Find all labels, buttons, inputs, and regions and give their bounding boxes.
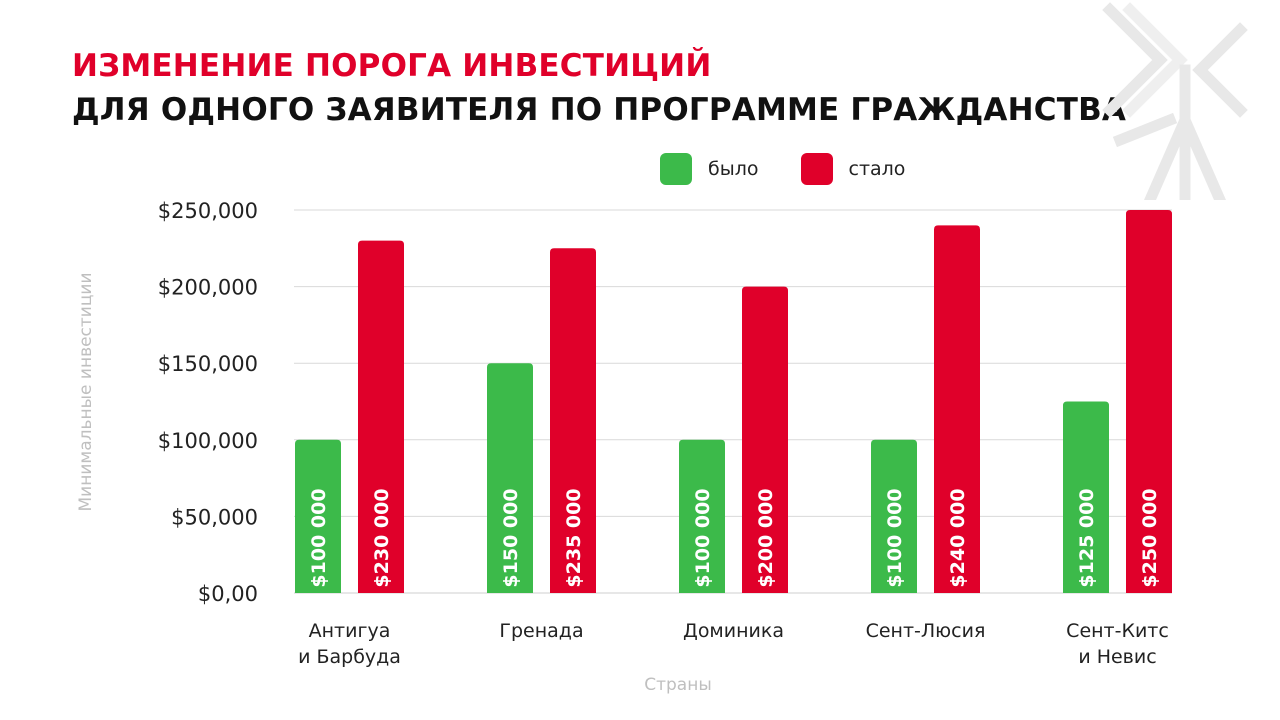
y-tick-label: $0,00 — [198, 582, 258, 606]
y-tick-label: $100,000 — [158, 429, 258, 453]
legend-label-before: было — [708, 158, 759, 180]
y-axis-label: Минимальные инвестиции — [76, 272, 96, 511]
legend-item-after: стало — [800, 153, 906, 185]
bar-after — [358, 240, 404, 593]
bar-value-label: $240 000 — [947, 488, 969, 587]
bar-after — [742, 286, 788, 593]
legend: было стало — [660, 153, 947, 185]
legend-swatch-before — [660, 153, 692, 185]
brand-logo-icon — [1102, 2, 1248, 200]
bar-before — [487, 363, 533, 593]
y-tick-label: $200,000 — [158, 276, 258, 300]
x-tick-label: Гренада — [499, 620, 583, 642]
chart-title-line1: ИЗМЕНЕНИЕ ПОРОГА ИНВЕСТИЦИЙ — [72, 48, 712, 84]
bar-value-label: $100 000 — [692, 488, 714, 587]
y-tick-label: $250,000 — [158, 199, 258, 223]
bar-after — [1126, 210, 1172, 593]
x-tick-label: и Барбуда — [298, 646, 401, 668]
bar-value-label: $150 000 — [500, 488, 522, 587]
bar-after — [550, 248, 596, 594]
x-axis-label: Страны — [644, 675, 712, 695]
x-tick-label: Сент-Люсия — [866, 620, 986, 642]
bar-value-label: $100 000 — [884, 488, 906, 587]
bar-before — [871, 439, 917, 593]
x-tick-label: Сент-Китс — [1066, 620, 1169, 642]
bar-value-label: $200 000 — [755, 488, 777, 587]
bar-value-label: $125 000 — [1076, 488, 1098, 587]
chart-title-line2: ДЛЯ ОДНОГО ЗАЯВИТЕЛЯ ПО ПРОГРАММЕ ГРАЖДА… — [72, 92, 1127, 128]
x-tick-label: и Невис — [1078, 646, 1156, 668]
bar-before — [679, 439, 725, 593]
bar-before — [1063, 401, 1109, 593]
legend-label-after: стало — [848, 158, 906, 180]
bar-value-label: $230 000 — [371, 488, 393, 587]
bar-value-label: $100 000 — [308, 488, 330, 587]
x-tick-label: Антигуа — [309, 620, 391, 642]
bar-after — [934, 225, 980, 593]
y-tick-label: $150,000 — [158, 352, 258, 376]
bar-value-label: $235 000 — [563, 488, 585, 587]
x-tick-label: Доминика — [683, 620, 784, 642]
legend-swatch-after — [800, 153, 833, 185]
bar-value-label: $250 000 — [1139, 488, 1161, 587]
bar-before — [295, 439, 341, 593]
y-tick-label: $50,000 — [171, 505, 258, 529]
legend-item-before: было — [660, 153, 759, 185]
